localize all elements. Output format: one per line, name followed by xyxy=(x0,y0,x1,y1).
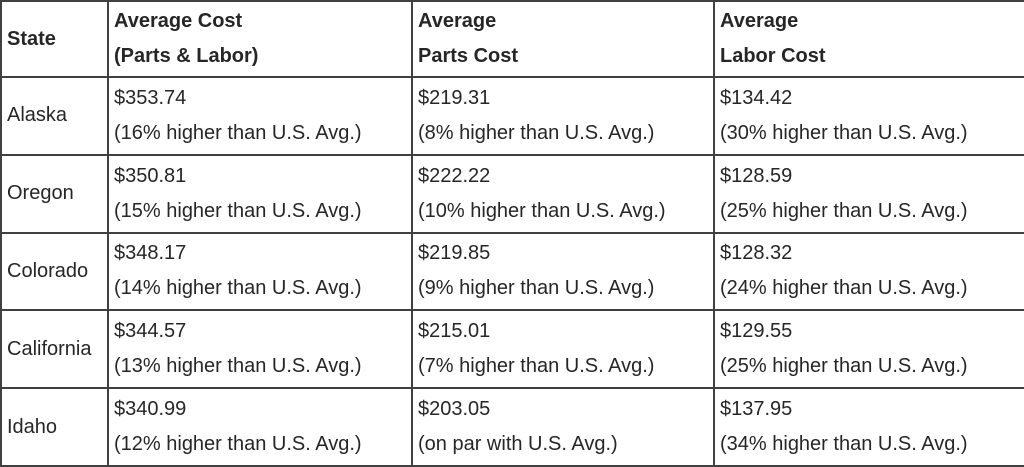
table-row-idaho: Idaho $340.99 (12% higher than U.S. Avg.… xyxy=(0,387,1024,467)
labor-cost-cell: $129.55 (25% higher than U.S. Avg.) xyxy=(713,309,1024,390)
cost-note: (8% higher than U.S. Avg.) xyxy=(418,121,655,144)
cost-value: $128.32 xyxy=(720,242,793,265)
state-cell: Idaho xyxy=(0,387,109,467)
header-line: Average Cost xyxy=(114,10,243,32)
cost-note: (25% higher than U.S. Avg.) xyxy=(720,355,968,378)
cost-note: (10% higher than U.S. Avg.) xyxy=(418,199,666,222)
parts-cost-cell: $203.05 (on par with U.S. Avg.) xyxy=(411,387,715,467)
cost-value: $219.85 xyxy=(418,242,491,265)
state-cell: Colorado xyxy=(0,231,109,312)
header-line: Labor Cost xyxy=(720,45,826,67)
cost-value: $134.42 xyxy=(720,86,793,109)
cost-value: $348.17 xyxy=(114,242,187,265)
parts-cost-cell: $219.85 (9% higher than U.S. Avg.) xyxy=(411,231,715,312)
state-cell: Alaska xyxy=(0,76,109,156)
cost-note: (13% higher than U.S. Avg.) xyxy=(114,355,362,378)
total-cost-cell: $348.17 (14% higher than U.S. Avg.) xyxy=(107,231,413,312)
table-row-colorado: Colorado $348.17 (14% higher than U.S. A… xyxy=(0,231,1024,312)
cost-value: $215.01 xyxy=(418,320,491,343)
parts-cost-cell: $219.31 (8% higher than U.S. Avg.) xyxy=(411,76,715,156)
column-header-labor-cost: Average Labor Cost xyxy=(713,0,1024,78)
column-header-total-cost: Average Cost (Parts & Labor) xyxy=(107,0,413,78)
cost-note: (7% higher than U.S. Avg.) xyxy=(418,355,655,378)
cost-value: $222.22 xyxy=(418,164,491,187)
labor-cost-cell: $134.42 (30% higher than U.S. Avg.) xyxy=(713,76,1024,156)
cost-value: $129.55 xyxy=(720,320,793,343)
column-header-state: State xyxy=(0,0,109,78)
cost-value: $340.99 xyxy=(114,398,187,421)
cost-value: $137.95 xyxy=(720,398,793,421)
cost-note: (on par with U.S. Avg.) xyxy=(418,433,618,456)
labor-cost-cell: $137.95 (34% higher than U.S. Avg.) xyxy=(713,387,1024,467)
cost-note: (12% higher than U.S. Avg.) xyxy=(114,433,362,456)
cost-note: (34% higher than U.S. Avg.) xyxy=(720,433,968,456)
cost-value: $203.05 xyxy=(418,398,491,421)
labor-cost-cell: $128.59 (25% higher than U.S. Avg.) xyxy=(713,153,1024,234)
parts-cost-cell: $222.22 (10% higher than U.S. Avg.) xyxy=(411,153,715,234)
state-cell: California xyxy=(0,309,109,390)
cost-note: (25% higher than U.S. Avg.) xyxy=(720,199,968,222)
header-line: Parts Cost xyxy=(418,45,519,67)
header-line: Average xyxy=(720,10,799,32)
cost-value: $344.57 xyxy=(114,320,187,343)
cost-note: (14% higher than U.S. Avg.) xyxy=(114,277,362,300)
column-header-parts-cost: Average Parts Cost xyxy=(411,0,715,78)
cost-note: (15% higher than U.S. Avg.) xyxy=(114,199,362,222)
header-line: (Parts & Labor) xyxy=(114,45,259,67)
header-line: State xyxy=(7,27,56,50)
total-cost-cell: $353.74 (16% higher than U.S. Avg.) xyxy=(107,76,413,156)
cost-note: (9% higher than U.S. Avg.) xyxy=(418,277,655,300)
cost-note: (16% higher than U.S. Avg.) xyxy=(114,121,362,144)
table-row-oregon: Oregon $350.81 (15% higher than U.S. Avg… xyxy=(0,153,1024,234)
table-row-california: California $344.57 (13% higher than U.S.… xyxy=(0,309,1024,390)
parts-cost-cell: $215.01 (7% higher than U.S. Avg.) xyxy=(411,309,715,390)
cost-value: $219.31 xyxy=(418,86,491,109)
header-row: State Average Cost (Parts & Labor) Avera… xyxy=(0,0,1024,78)
state-cell: Oregon xyxy=(0,153,109,234)
cost-value: $353.74 xyxy=(114,86,187,109)
cost-note: (24% higher than U.S. Avg.) xyxy=(720,277,968,300)
cost-value: $128.59 xyxy=(720,164,793,187)
header-line: Average xyxy=(418,10,497,32)
total-cost-cell: $350.81 (15% higher than U.S. Avg.) xyxy=(107,153,413,234)
cost-value: $350.81 xyxy=(114,164,187,187)
labor-cost-cell: $128.32 (24% higher than U.S. Avg.) xyxy=(713,231,1024,312)
cost-note: (30% higher than U.S. Avg.) xyxy=(720,121,968,144)
total-cost-cell: $344.57 (13% higher than U.S. Avg.) xyxy=(107,309,413,390)
total-cost-cell: $340.99 (12% higher than U.S. Avg.) xyxy=(107,387,413,467)
table-row-alaska: Alaska $353.74 (16% higher than U.S. Avg… xyxy=(0,76,1024,156)
